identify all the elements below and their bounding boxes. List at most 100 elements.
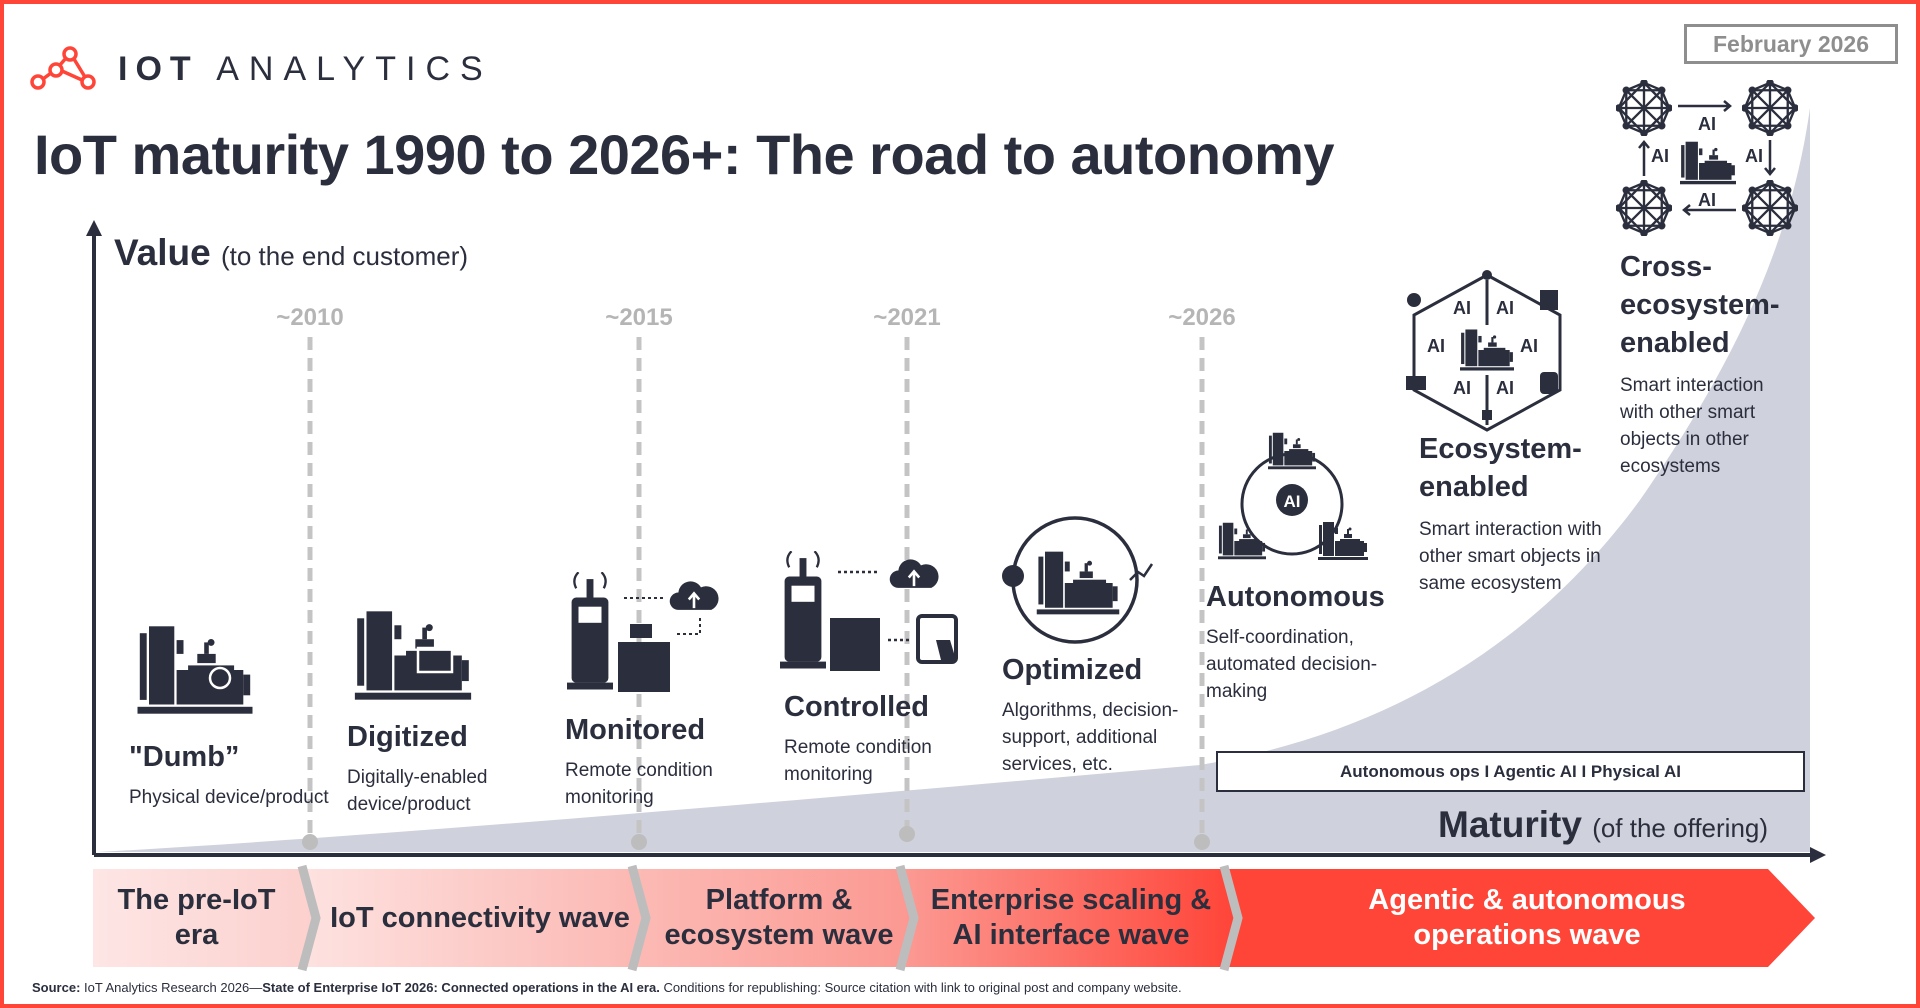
ai-label: AI [1698, 190, 1716, 210]
wave-label-line: ecosystem wave [664, 919, 894, 951]
stage-title: "Dumb” [129, 741, 240, 773]
stage-title: Digitized [347, 721, 468, 753]
stage-monitored: Monitored Remote condition monitoring [565, 711, 713, 811]
ai-label: AI [1496, 378, 1514, 398]
y-axis-arrow [86, 220, 102, 236]
stage-desc: same ecosystem [1419, 573, 1562, 594]
stage-desc: monitoring [565, 787, 654, 808]
wave-segment-pre-iot [93, 869, 314, 967]
ai-autonomous-machines-icon: AI [1218, 432, 1368, 560]
wave-band [93, 864, 1815, 972]
ai-label: AI [1453, 298, 1471, 318]
source-note: Source: IoT Analytics Research 2026—Stat… [32, 980, 1182, 995]
ai-label: AI [1453, 378, 1471, 398]
milestone-dots [302, 826, 1210, 850]
wave-label-line: The pre-IoT [117, 884, 276, 916]
wave-label-platform: Platform & ecosystem wave [650, 869, 908, 967]
x-axis-arrow [1810, 847, 1826, 863]
stage-title: enabled [1419, 471, 1529, 503]
stage-desc: Self-coordination, [1206, 627, 1354, 648]
source-report-title: State of Enterprise IoT 2026: Connected … [262, 980, 660, 995]
milestone-label: ~2015 [605, 304, 673, 331]
stage-desc: Remote condition [565, 760, 713, 781]
stage-desc: Digitally-enabled [347, 767, 488, 788]
y-axis-title: Value [114, 232, 211, 273]
stage-desc: device/product [347, 794, 471, 815]
stage-title: Monitored [565, 714, 706, 746]
stage-desc: other smart objects in [1419, 546, 1601, 567]
wave-label-line: Agentic & autonomous [1368, 884, 1686, 916]
stage-ecosystem-enabled: Ecosystem- enabled Smart interaction wit… [1419, 430, 1602, 597]
stage-autonomous: Autonomous Self-coordination, automated … [1206, 578, 1385, 705]
stage-desc: monitoring [784, 764, 873, 785]
wave-label-line: operations wave [1413, 919, 1641, 951]
ai-label: AI [1520, 336, 1538, 356]
stage-desc: Algorithms, decision- [1002, 700, 1179, 721]
stage-desc: ecosystems [1620, 456, 1721, 477]
ai-label: AI [1651, 146, 1669, 166]
stage-desc: Smart interaction [1620, 375, 1764, 396]
monitored-machine-cloud-icon [567, 572, 720, 692]
ai-label: AI [1284, 492, 1301, 511]
x-axis-title: Maturity [1438, 804, 1582, 845]
ai-label: AI [1745, 146, 1763, 166]
logo-brand-light: ANALYTICS [216, 49, 493, 88]
date-badge: February 2026 [1684, 24, 1898, 64]
cross-ecosystem-network-icon: AI AI AI AI [1616, 80, 1798, 236]
x-axis-note: (of the offering) [1592, 813, 1769, 843]
controlled-machine-tablet-icon [780, 551, 958, 671]
stage-desc: making [1206, 681, 1268, 702]
stage-desc: automated decision- [1206, 654, 1378, 675]
x-axis-label: Maturity (of the offering) [1438, 804, 1768, 846]
wave-segment-enterprise [904, 869, 1236, 967]
wave-label-line: IoT connectivity wave [330, 901, 630, 934]
y-axis-label: Value (to the end customer) [114, 232, 468, 274]
stage-title: Cross- [1620, 251, 1712, 283]
stage-desc: with other smart [1620, 402, 1756, 423]
wave-label-enterprise: Enterprise scaling & AI interface wave [916, 869, 1226, 967]
stage-title: enabled [1620, 327, 1730, 359]
logo-network-icon [30, 46, 96, 90]
wave-label-line: Platform & [705, 884, 853, 916]
stage-controlled: Controlled Remote condition monitoring [784, 688, 932, 788]
autonomous-ops-box: Autonomous ops I Agentic AI I Physical A… [1216, 751, 1805, 792]
stage-desc: support, additional [1002, 727, 1158, 748]
logo-brand-bold: IOT [118, 49, 199, 88]
stage-title: Ecosystem- [1419, 433, 1582, 465]
stage-title: Optimized [1002, 654, 1143, 686]
logo: IOT ANALYTICS [30, 46, 493, 92]
y-axis-note: (to the end customer) [220, 241, 469, 271]
stage-cross-ecosystem-enabled: Cross- ecosystem- enabled Smart interact… [1620, 248, 1780, 480]
stage-desc: Smart interaction with [1419, 519, 1602, 540]
ai-label: AI [1427, 336, 1445, 356]
stage-digitized: Digitized Digitally-enabled device/produ… [347, 718, 487, 818]
page-title: IoT maturity 1990 to 2026+: The road to … [34, 123, 1335, 186]
optimization-cycle-icon [1002, 516, 1154, 644]
wave-label-pre-iot: The pre-IoT era [93, 869, 300, 967]
stage-title: Controlled [784, 691, 929, 723]
ai-label: AI [1698, 114, 1716, 134]
milestone-label: ~2010 [276, 304, 344, 331]
stage-dumb: "Dumb” Physical device/product [129, 738, 329, 811]
milestone-label: ~2026 [1168, 304, 1236, 331]
ai-ecosystem-hexagon-icon: AI AI AI AI AI AI [1406, 270, 1562, 432]
wave-label-connectivity: IoT connectivity wave [320, 869, 640, 967]
milestone-label: ~2021 [873, 304, 941, 331]
stage-desc: Physical device/product [129, 787, 329, 808]
wave-label-line: era [174, 919, 219, 951]
digital-machine-icon [354, 611, 472, 700]
stage-desc: services, etc. [1002, 754, 1113, 775]
milestone-lines [307, 337, 1205, 842]
source-conditions: Conditions for republishing: Source cita… [659, 980, 1182, 995]
wave-label-line: AI interface wave [952, 919, 1190, 951]
wave-label-agentic: Agentic & autonomous operations wave [1242, 869, 1812, 967]
source-label: Source: [32, 980, 81, 995]
stage-title: ecosystem- [1620, 289, 1780, 321]
wave-separators [297, 864, 1243, 972]
wave-segment-connectivity [306, 869, 644, 967]
ai-label: AI [1496, 298, 1514, 318]
source-text: IoT Analytics Research 2026— [80, 980, 263, 995]
stage-desc: Remote condition [784, 737, 932, 758]
wave-segment-platform [636, 869, 912, 967]
